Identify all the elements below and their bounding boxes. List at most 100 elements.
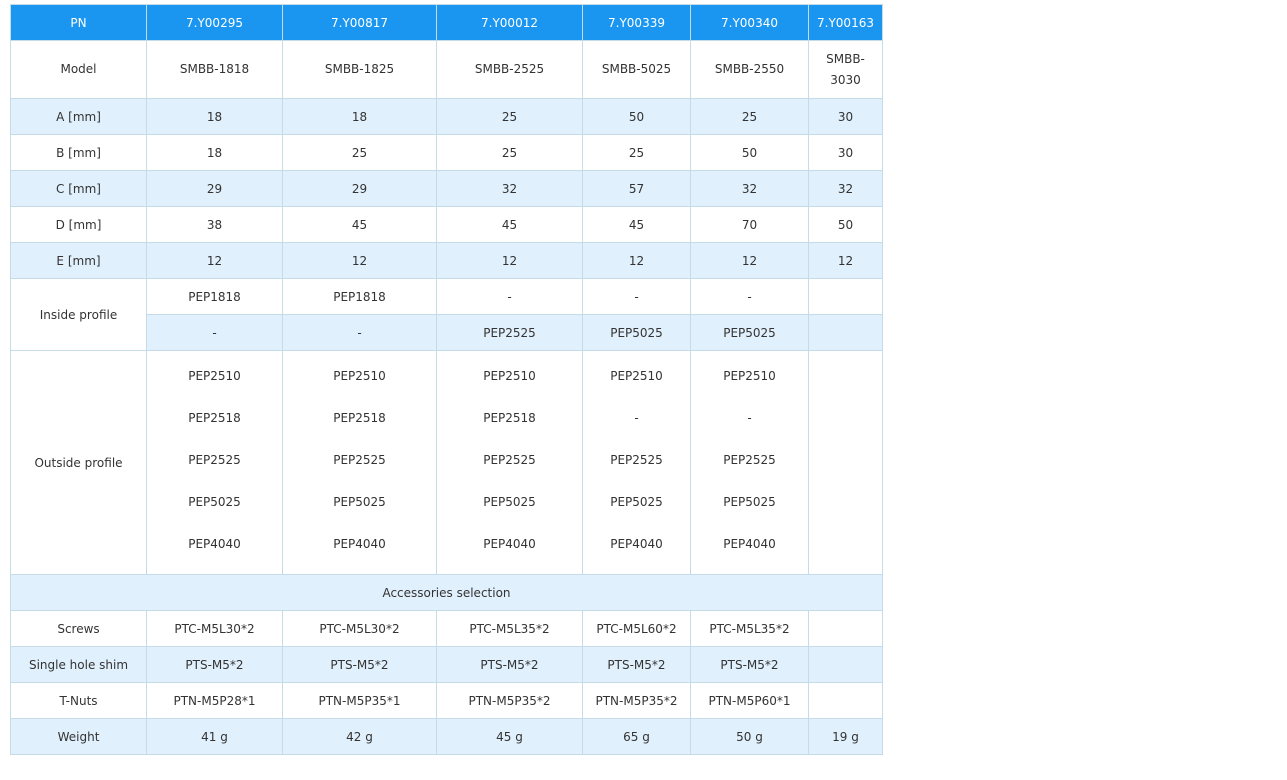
inside-profile-cell: - xyxy=(582,278,691,315)
accessory-cell xyxy=(808,646,883,683)
dim-cell: 12 xyxy=(282,242,437,279)
outside-profile-value: PEP2510 xyxy=(483,368,536,383)
accessories-section-title: Accessories selection xyxy=(10,574,883,611)
outside-profile-cell: PEP2510 - PEP2525 PEP5025 PEP4040 xyxy=(690,350,809,575)
row-label: Weight xyxy=(10,718,147,755)
pn-header: PN xyxy=(10,4,147,41)
outside-profile-value: PEP2510 xyxy=(188,368,241,383)
accessory-cell: PTS-M5*2 xyxy=(146,646,283,683)
outside-profile-value: PEP2518 xyxy=(333,410,386,425)
dim-cell: 38 xyxy=(146,206,283,243)
inside-profile-cell: PEP1818 xyxy=(146,278,283,315)
accessory-cell: PTC-M5L35*2 xyxy=(436,610,583,647)
outside-profile-value: PEP2525 xyxy=(610,452,663,467)
dim-cell: 25 xyxy=(690,98,809,135)
outside-profile-value: PEP2525 xyxy=(483,452,536,467)
dim-cell: 45 xyxy=(582,206,691,243)
dim-cell: 25 xyxy=(282,134,437,171)
weight-cell: 42 g xyxy=(282,718,437,755)
inside-profile-cell: PEP5025 xyxy=(690,314,809,351)
outside-profile-value: PEP2510 xyxy=(723,368,776,383)
dim-row-c: C [mm] 29 29 32 57 32 32 xyxy=(10,170,883,207)
dim-cell: 18 xyxy=(282,98,437,135)
row-label: A [mm] xyxy=(10,98,147,135)
row-label: C [mm] xyxy=(10,170,147,207)
outside-profile-value: PEP2525 xyxy=(723,452,776,467)
dim-cell: 50 xyxy=(690,134,809,171)
row-label: D [mm] xyxy=(10,206,147,243)
outside-profile-value: PEP5025 xyxy=(723,494,776,509)
dim-cell: 12 xyxy=(808,242,883,279)
accessory-cell: PTN-M5P35*2 xyxy=(436,682,583,719)
pn-header-cell: 7.Y00339 xyxy=(582,4,691,41)
dim-cell: 18 xyxy=(146,98,283,135)
header-row: PN 7.Y00295 7.Y00817 7.Y00012 7.Y00339 7… xyxy=(10,4,883,41)
model-cell: SMBB-2525 xyxy=(436,40,583,99)
model-cell: SMBB-1818 xyxy=(146,40,283,99)
outside-profile-value: - xyxy=(634,410,639,425)
outside-profile-value: PEP2525 xyxy=(333,452,386,467)
pn-header-cell: 7.Y00340 xyxy=(690,4,809,41)
weight-cell: 41 g xyxy=(146,718,283,755)
inside-profile-cell: - xyxy=(146,314,283,351)
weight-cell: 50 g xyxy=(690,718,809,755)
spec-table: PN 7.Y00295 7.Y00817 7.Y00012 7.Y00339 7… xyxy=(10,4,883,755)
dim-cell: 18 xyxy=(146,134,283,171)
row-label: B [mm] xyxy=(10,134,147,171)
outside-profile-value: PEP5025 xyxy=(483,494,536,509)
outside-profile-value: PEP5025 xyxy=(188,494,241,509)
inside-profile-cell: - xyxy=(690,278,809,315)
accessory-cell: PTC-M5L30*2 xyxy=(282,610,437,647)
accessory-cell: PTC-M5L35*2 xyxy=(690,610,809,647)
inside-profile-cell: - xyxy=(282,314,437,351)
outside-profile-value: PEP2525 xyxy=(188,452,241,467)
weight-cell: 65 g xyxy=(582,718,691,755)
outside-profile-cell: PEP2510 PEP2518 PEP2525 PEP5025 PEP4040 xyxy=(436,350,583,575)
dim-cell: 12 xyxy=(582,242,691,279)
accessory-cell xyxy=(808,682,883,719)
weight-cell: 45 g xyxy=(436,718,583,755)
accessories-section-row: Accessories selection xyxy=(10,574,883,611)
accessory-cell: PTN-M5P60*1 xyxy=(690,682,809,719)
accessory-cell: PTN-M5P35*1 xyxy=(282,682,437,719)
outside-profile-value: PEP4040 xyxy=(333,536,386,551)
outside-profile-value: PEP2510 xyxy=(610,368,663,383)
row-label: Single hole shim xyxy=(10,646,147,683)
outside-profile-value: PEP4040 xyxy=(483,536,536,551)
outside-profile-value: - xyxy=(747,410,752,425)
row-label: E [mm] xyxy=(10,242,147,279)
inside-profile-row-2: - - PEP2525 PEP5025 PEP5025 xyxy=(11,314,883,351)
pn-header-cell: 7.Y00012 xyxy=(436,4,583,41)
dim-cell: 12 xyxy=(436,242,583,279)
accessory-cell: PTS-M5*2 xyxy=(282,646,437,683)
outside-profile-value: PEP4040 xyxy=(610,536,663,551)
model-cell: SMBB-1825 xyxy=(282,40,437,99)
dim-cell: 30 xyxy=(808,134,883,171)
dim-cell: 29 xyxy=(282,170,437,207)
dim-cell: 32 xyxy=(808,170,883,207)
accessory-cell xyxy=(808,610,883,647)
outside-profile-row: Outside profile PEP2510 PEP2518 PEP2525 … xyxy=(10,350,883,575)
pn-header-cell: 7.Y00817 xyxy=(282,4,437,41)
accessory-cell: PTN-M5P28*1 xyxy=(146,682,283,719)
outside-profile-cell: PEP2510 PEP2518 PEP2525 PEP5025 PEP4040 xyxy=(146,350,283,575)
outside-profile-value: PEP4040 xyxy=(188,536,241,551)
dim-cell: 29 xyxy=(146,170,283,207)
dim-cell: 25 xyxy=(436,98,583,135)
weight-row: Weight 41 g 42 g 45 g 65 g 50 g 19 g xyxy=(10,718,883,755)
dim-row-d: D [mm] 38 45 45 45 70 50 xyxy=(10,206,883,243)
dim-row-b: B [mm] 18 25 25 25 50 30 xyxy=(10,134,883,171)
tnuts-row: T-Nuts PTN-M5P28*1 PTN-M5P35*1 PTN-M5P35… xyxy=(10,682,883,719)
pn-header-cell: 7.Y00295 xyxy=(146,4,283,41)
outside-profile-cell: PEP2510 PEP2518 PEP2525 PEP5025 PEP4040 xyxy=(282,350,437,575)
dim-cell: 12 xyxy=(146,242,283,279)
dim-cell: 45 xyxy=(436,206,583,243)
dim-row-a: A [mm] 18 18 25 50 25 30 xyxy=(10,98,883,135)
model-cell: SMBB-3030 xyxy=(808,40,883,99)
row-label: Screws xyxy=(10,610,147,647)
outside-profile-value: PEP2510 xyxy=(333,368,386,383)
inside-profile-cell: PEP2525 xyxy=(436,314,583,351)
accessory-cell: PTN-M5P35*2 xyxy=(582,682,691,719)
outside-profile-value: PEP4040 xyxy=(723,536,776,551)
dim-cell: 57 xyxy=(582,170,691,207)
